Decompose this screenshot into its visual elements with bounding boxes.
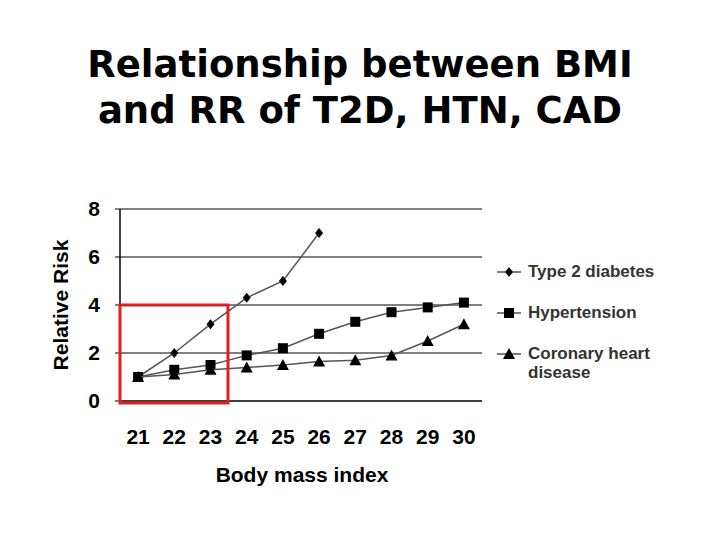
- grid-line: [120, 401, 482, 402]
- x-tick-label: 25: [271, 425, 295, 448]
- legend-label: Type 2 diabetes: [528, 262, 678, 281]
- point: [170, 348, 178, 358]
- x-tick-label: 27: [344, 425, 367, 448]
- legend-entry: Type 2 diabetes: [496, 262, 686, 281]
- x-tick-label: 26: [307, 425, 330, 448]
- x-tick-label: 30: [452, 425, 475, 448]
- legend-entry: Hypertension: [496, 303, 686, 322]
- point: [459, 298, 469, 308]
- legend-marker: [504, 308, 514, 318]
- point: [314, 329, 324, 339]
- y-tick-label: 0: [88, 389, 100, 412]
- point: [277, 359, 289, 370]
- legend: Type 2 diabetes Hypertension Coronary hear…: [496, 262, 686, 404]
- legend-entry: Coronary heart disease: [496, 344, 686, 382]
- legend-marker: [503, 348, 515, 359]
- x-axis-label: Body mass index: [216, 463, 389, 486]
- grid-line: [120, 209, 482, 210]
- legend-label: Hypertension: [528, 303, 678, 322]
- highlight-box: [120, 305, 228, 403]
- y-tick-label: 2: [88, 341, 100, 364]
- x-tick-label: 29: [416, 425, 439, 448]
- x-tick-label: 23: [199, 425, 222, 448]
- point: [279, 276, 287, 286]
- y-axis-label: Relative Risk: [49, 239, 72, 370]
- y-tick-label: 4: [88, 293, 100, 316]
- point: [278, 343, 288, 353]
- point: [205, 364, 217, 375]
- point: [315, 228, 323, 238]
- point: [207, 319, 215, 329]
- x-tick-label: 21: [126, 425, 150, 448]
- point: [458, 318, 470, 329]
- point: [350, 317, 360, 327]
- point: [242, 350, 252, 360]
- point: [243, 293, 251, 303]
- legend-label: Coronary heart disease: [528, 344, 678, 382]
- legend-key: [496, 346, 522, 362]
- legend-marker: [505, 267, 513, 277]
- point: [423, 302, 433, 312]
- legend-key: [496, 264, 522, 280]
- series-line: [138, 303, 464, 377]
- title: Relationship between BMI and RR of T2D, …: [0, 42, 720, 134]
- x-tick-label: 22: [163, 425, 186, 448]
- x-tick-label: 24: [235, 425, 259, 448]
- point: [349, 354, 361, 365]
- point: [313, 355, 325, 366]
- legend-key: [496, 305, 522, 321]
- y-tick-label: 8: [88, 197, 100, 220]
- stage: Relationship between BMI and RR of T2D, …: [0, 0, 720, 540]
- x-axis: [120, 401, 482, 402]
- point: [387, 307, 397, 317]
- point: [386, 349, 398, 360]
- y-tick-label: 6: [88, 245, 100, 268]
- point: [168, 369, 180, 380]
- point: [132, 371, 144, 382]
- x-tick-label: 28: [380, 425, 404, 448]
- series-line: [138, 324, 464, 377]
- point: [422, 335, 434, 346]
- point: [241, 361, 253, 372]
